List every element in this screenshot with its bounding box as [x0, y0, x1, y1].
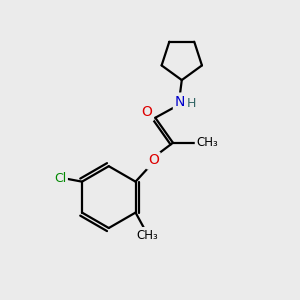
Text: CH₃: CH₃ — [136, 229, 158, 242]
Text: N: N — [175, 94, 185, 109]
Text: H: H — [187, 98, 196, 110]
Text: O: O — [148, 154, 159, 167]
Text: Cl: Cl — [54, 172, 66, 184]
Text: O: O — [141, 106, 152, 119]
Text: CH₃: CH₃ — [196, 136, 218, 149]
